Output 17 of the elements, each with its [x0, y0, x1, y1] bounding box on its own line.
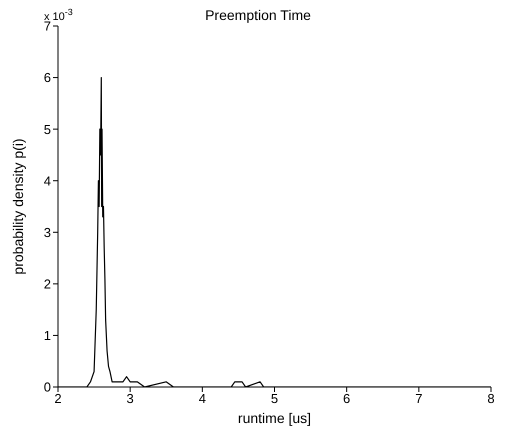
y-axis-title: probability density p(i) [10, 138, 26, 275]
y-tick-label: 2 [44, 276, 51, 292]
y-tick-label: 0 [44, 380, 51, 395]
x-tick-label: 4 [198, 391, 206, 406]
y-tick-label: 3 [44, 224, 51, 240]
x-tick-label: 7 [415, 391, 422, 406]
x-tick-label: 6 [343, 391, 350, 406]
y-tick-label: 4 [44, 173, 51, 188]
chart-title: Preemption Time [205, 7, 312, 23]
x-axis-title: runtime [us] [238, 410, 312, 426]
y-tick-label: 6 [44, 70, 51, 86]
y-tick-label: 5 [44, 122, 51, 137]
y-tick-label: 1 [44, 328, 51, 344]
x-tick-label: 8 [487, 391, 495, 406]
x-tick-label: 3 [126, 391, 134, 406]
x-tick-label: 5 [270, 391, 278, 406]
x-tick-label: 2 [54, 391, 62, 406]
